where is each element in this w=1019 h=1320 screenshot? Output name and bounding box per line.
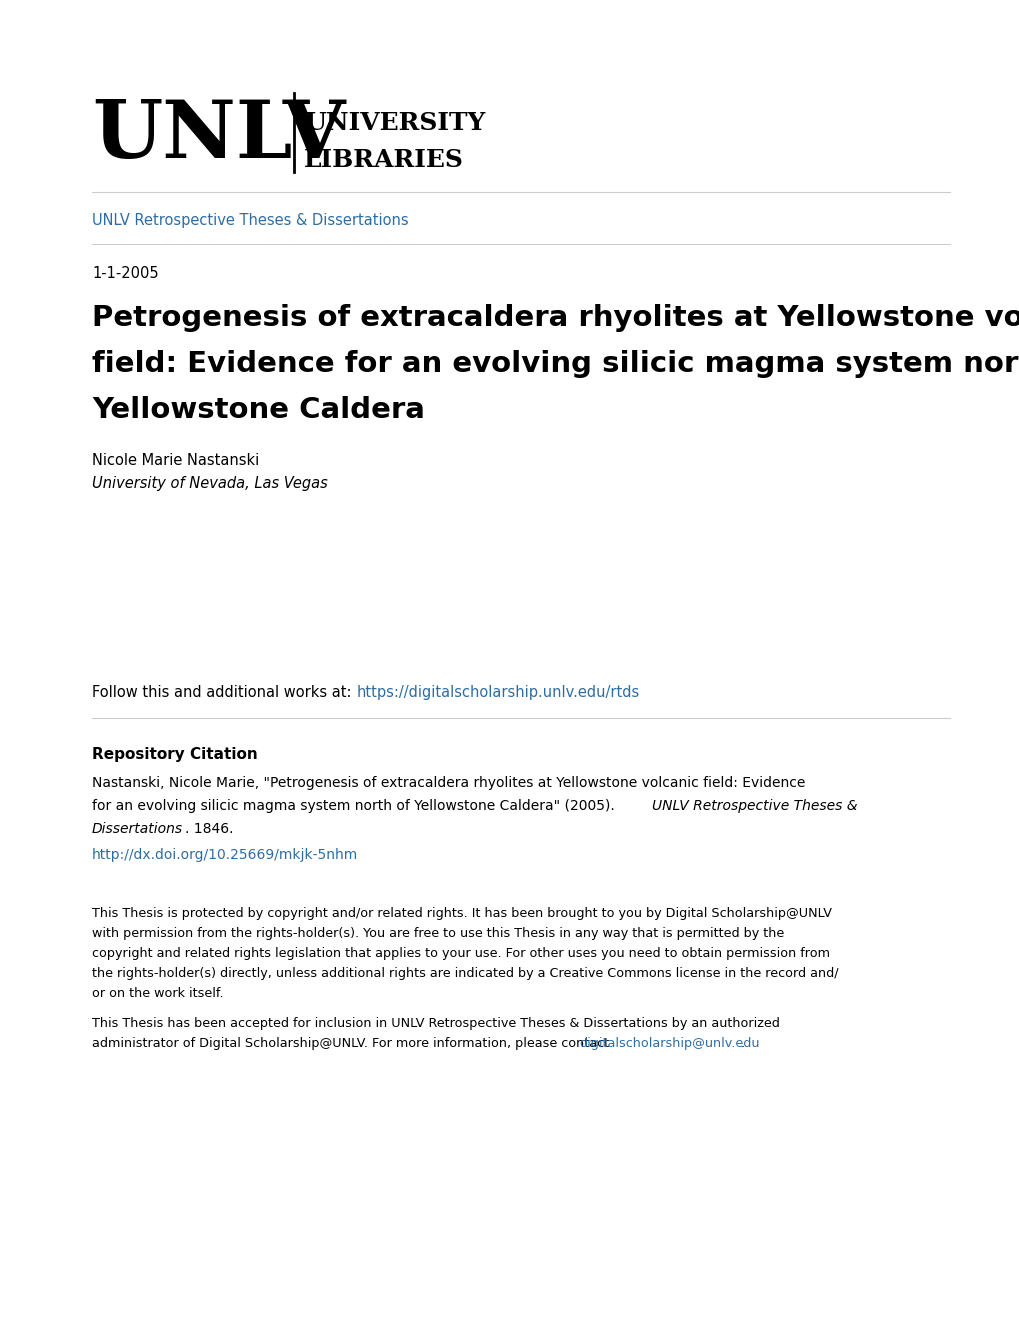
Text: Yellowstone Caldera: Yellowstone Caldera: [92, 396, 425, 424]
Text: the rights-holder(s) directly, unless additional rights are indicated by a Creat: the rights-holder(s) directly, unless ad…: [92, 968, 838, 979]
Text: Dissertations: Dissertations: [92, 822, 183, 836]
Text: Follow this and additional works at:: Follow this and additional works at:: [92, 685, 356, 700]
Text: UNIVERSITY: UNIVERSITY: [304, 111, 485, 135]
Text: http://dx.doi.org/10.25669/mkjk-5nhm: http://dx.doi.org/10.25669/mkjk-5nhm: [92, 847, 358, 862]
Text: . 1846.: . 1846.: [184, 822, 233, 836]
Text: UNLV: UNLV: [92, 96, 345, 176]
Text: digitalscholarship@unlv.edu: digitalscholarship@unlv.edu: [579, 1038, 759, 1049]
Text: Nastanski, Nicole Marie, "Petrogenesis of extracaldera rhyolites at Yellowstone : Nastanski, Nicole Marie, "Petrogenesis o…: [92, 776, 805, 789]
Text: LIBRARIES: LIBRARIES: [304, 148, 464, 172]
Text: or on the work itself.: or on the work itself.: [92, 987, 223, 1001]
Text: University of Nevada, Las Vegas: University of Nevada, Las Vegas: [92, 477, 327, 491]
Text: field: Evidence for an evolving silicic magma system north of: field: Evidence for an evolving silicic …: [92, 350, 1019, 378]
Text: This Thesis is protected by copyright and/or related rights. It has been brought: This Thesis is protected by copyright an…: [92, 907, 832, 920]
Text: This Thesis has been accepted for inclusion in UNLV Retrospective Theses & Disse: This Thesis has been accepted for inclus…: [92, 1016, 780, 1030]
Text: with permission from the rights-holder(s). You are free to use this Thesis in an: with permission from the rights-holder(s…: [92, 927, 784, 940]
Text: administrator of Digital Scholarship@UNLV. For more information, please contact: administrator of Digital Scholarship@UNL…: [92, 1038, 612, 1049]
Text: UNLV Retrospective Theses & Dissertations: UNLV Retrospective Theses & Dissertation…: [92, 213, 409, 228]
Text: Petrogenesis of extracaldera rhyolites at Yellowstone volcanic: Petrogenesis of extracaldera rhyolites a…: [92, 304, 1019, 333]
Text: Repository Citation: Repository Citation: [92, 747, 258, 762]
Text: 1-1-2005: 1-1-2005: [92, 267, 159, 281]
Text: for an evolving silicic magma system north of Yellowstone Caldera" (2005).: for an evolving silicic magma system nor…: [92, 799, 619, 813]
Text: UNLV Retrospective Theses &: UNLV Retrospective Theses &: [651, 799, 857, 813]
Text: https://digitalscholarship.unlv.edu/rtds: https://digitalscholarship.unlv.edu/rtds: [357, 685, 640, 700]
Text: .: .: [740, 1038, 745, 1049]
Text: Nicole Marie Nastanski: Nicole Marie Nastanski: [92, 453, 259, 469]
Text: copyright and related rights legislation that applies to your use. For other use: copyright and related rights legislation…: [92, 946, 829, 960]
